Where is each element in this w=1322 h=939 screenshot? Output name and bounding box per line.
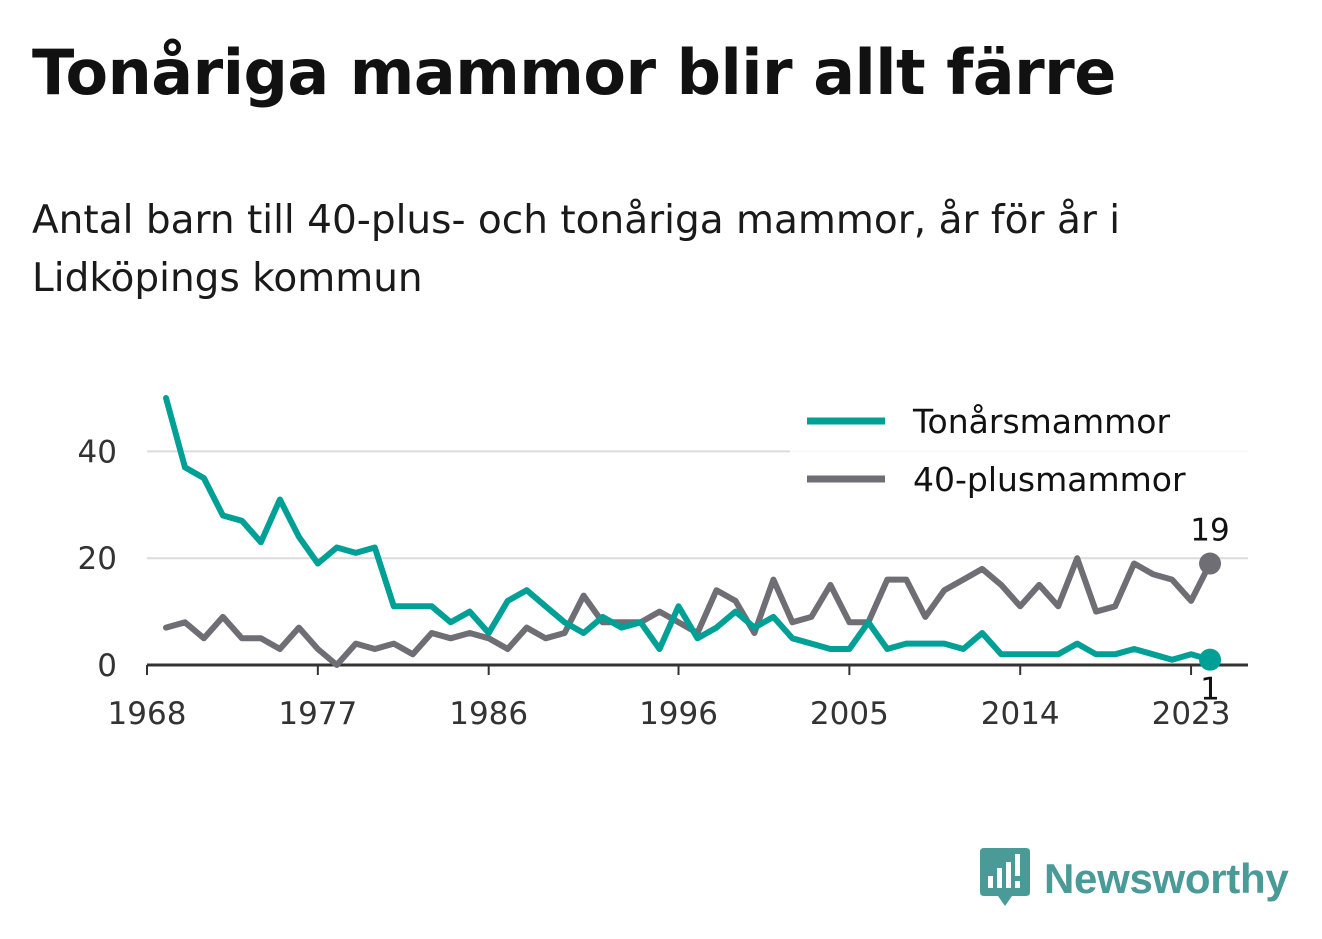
x-tick-label: 1986 (449, 696, 528, 732)
end-value-label: 1 (1200, 672, 1220, 708)
x-tick-label: 1996 (639, 696, 718, 732)
legend-background (790, 395, 1250, 507)
x-tick-label: 2023 (1152, 696, 1231, 732)
chart-subtitle: Antal barn till 40-plus- och tonåriga ma… (32, 198, 1121, 301)
legend-label: Tonårsmammor (912, 402, 1170, 441)
bar-chart-speech-bubble-icon (980, 848, 1030, 906)
legend-label: 40-plusmammor (913, 460, 1186, 499)
y-axis: 0 20 40 (78, 434, 117, 684)
end-point (1199, 552, 1222, 575)
series-line (163, 395, 1213, 663)
end-value-label: 19 (1190, 513, 1229, 549)
series-lines (163, 395, 1213, 668)
x-axis: 1968 1977 1986 1996 2005 2014 2023 (108, 663, 1248, 732)
series-line (163, 555, 1213, 668)
end-point (1199, 648, 1222, 671)
legend: Tonårsmammor 40-plusmammor (790, 395, 1250, 507)
y-tick-label: 40 (78, 434, 117, 470)
x-tick-label: 2005 (810, 696, 889, 732)
end-markers: 19 1 (1190, 513, 1229, 708)
brand-name: Newsworthy (1044, 855, 1289, 902)
chart-title: Tonåriga mammor blir allt färre (32, 36, 1116, 109)
x-tick-label: 2014 (981, 696, 1060, 732)
y-tick-label: 0 (97, 648, 117, 684)
y-tick-label: 20 (78, 541, 117, 577)
x-tick-label: 1968 (108, 696, 187, 732)
x-tick-label: 1977 (278, 696, 357, 732)
newsworthy-logo: Newsworthy (980, 848, 1289, 910)
